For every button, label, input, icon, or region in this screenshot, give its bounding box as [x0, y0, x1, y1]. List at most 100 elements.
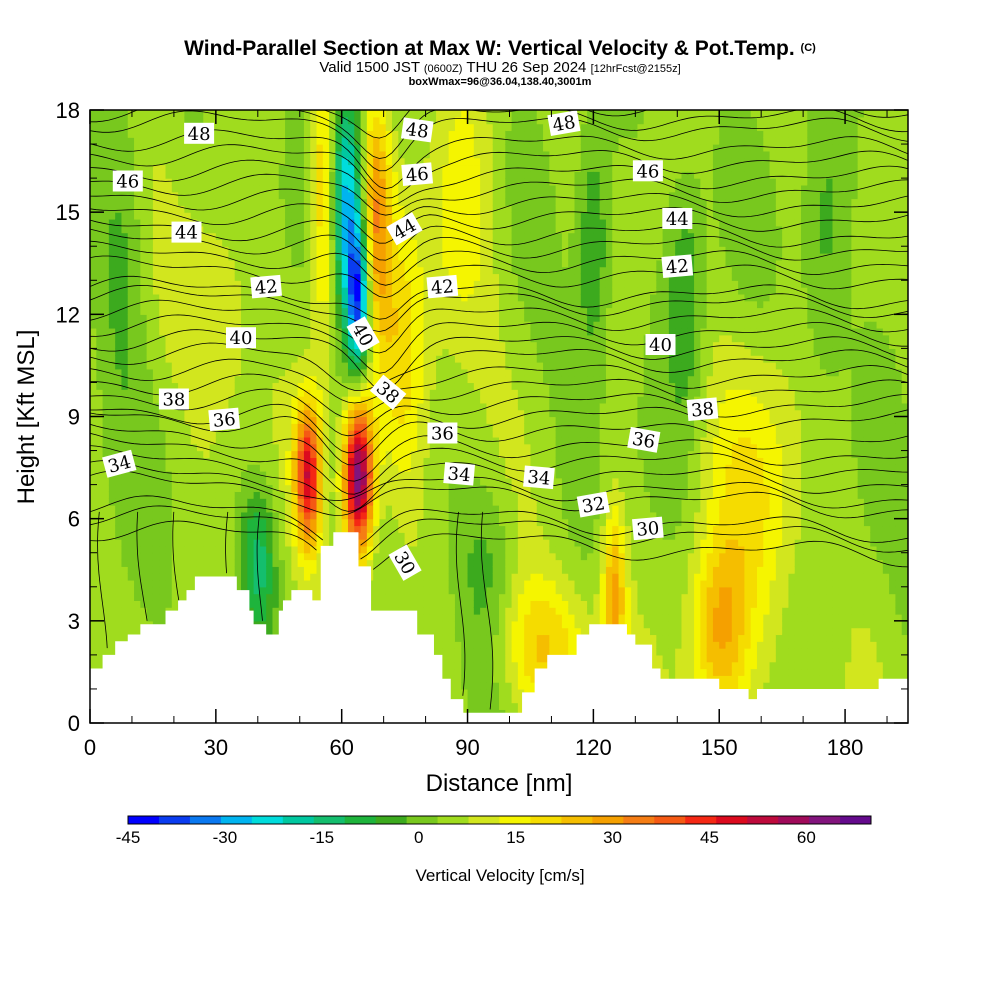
velocity-cell	[178, 450, 185, 458]
velocity-cell	[285, 171, 292, 179]
velocity-cell	[234, 443, 242, 452]
velocity-cell	[379, 409, 387, 418]
velocity-cell	[259, 525, 267, 533]
velocity-cell	[417, 280, 425, 288]
velocity-cell	[272, 443, 280, 452]
velocity-cell	[259, 402, 267, 411]
velocity-cell	[366, 457, 374, 465]
velocity-cell	[159, 259, 167, 268]
velocity-cell	[360, 150, 368, 159]
velocity-cell	[121, 409, 129, 418]
velocity-cell	[215, 539, 223, 547]
velocity-cell	[285, 573, 292, 581]
velocity-cell	[259, 470, 267, 479]
velocity-cell	[404, 443, 412, 452]
velocity-cell	[134, 491, 141, 499]
velocity-cell	[341, 314, 349, 322]
velocity-cell	[96, 123, 104, 132]
velocity-cell	[266, 416, 274, 424]
velocity-cell	[159, 150, 167, 159]
velocity-cell	[165, 457, 173, 465]
velocity-cell	[379, 307, 387, 315]
velocity-cell	[90, 518, 97, 527]
velocity-cell	[184, 253, 192, 261]
velocity-cell	[222, 116, 230, 125]
velocity-cell	[392, 334, 399, 343]
velocity-cell	[272, 586, 280, 595]
velocity-cell	[398, 450, 406, 458]
velocity-cell	[417, 144, 425, 152]
velocity-cell	[152, 545, 160, 554]
velocity-cell	[272, 266, 280, 275]
velocity-cell	[184, 532, 192, 540]
velocity-cell	[329, 477, 336, 486]
velocity-cell	[178, 314, 185, 322]
velocity-cell	[196, 307, 204, 315]
velocity-cell	[354, 362, 362, 370]
velocity-cell	[291, 491, 299, 499]
velocity-cell	[127, 198, 135, 206]
velocity-cell	[140, 382, 148, 390]
velocity-cell	[247, 518, 255, 527]
velocity-cell	[354, 375, 362, 384]
velocity-cell	[190, 321, 198, 329]
velocity-cell	[429, 307, 437, 315]
velocity-cell	[165, 348, 173, 356]
velocity-cell	[291, 545, 299, 554]
velocity-cell	[373, 498, 381, 506]
velocity-cell	[96, 327, 104, 336]
velocity-cell	[404, 184, 412, 193]
velocity-cell	[316, 137, 324, 145]
velocity-cell	[272, 144, 280, 152]
velocity-cell	[96, 402, 104, 411]
velocity-cell	[417, 498, 425, 506]
velocity-cell	[329, 184, 336, 193]
velocity-cell	[366, 484, 374, 493]
velocity-cell	[171, 443, 179, 452]
velocity-cell	[165, 157, 173, 166]
velocity-cell	[335, 457, 343, 465]
velocity-cell	[379, 218, 387, 227]
velocity-cell	[222, 273, 230, 281]
velocity-cell	[146, 300, 154, 309]
velocity-cell	[373, 491, 381, 499]
velocity-cell	[115, 382, 123, 390]
velocity-cell	[209, 505, 217, 513]
velocity-cell	[429, 627, 437, 636]
velocity-cell	[354, 525, 362, 533]
velocity-cell	[234, 559, 242, 567]
velocity-cell	[159, 355, 167, 363]
velocity-cell	[140, 327, 148, 336]
velocity-cell	[96, 409, 104, 418]
velocity-cell	[316, 586, 324, 595]
velocity-cell	[385, 178, 393, 186]
velocity-cell	[96, 389, 104, 397]
velocity-cell	[417, 559, 425, 567]
velocity-cell	[272, 382, 280, 390]
velocity-cell	[436, 464, 443, 472]
velocity-cell	[134, 586, 141, 595]
velocity-cell	[190, 280, 198, 288]
velocity-cell	[272, 559, 280, 567]
velocity-cell	[347, 477, 355, 486]
velocity-cell	[134, 579, 141, 588]
velocity-cell	[347, 123, 355, 132]
velocity-cell	[360, 280, 368, 288]
velocity-cell	[347, 144, 355, 152]
velocity-cell	[178, 491, 185, 499]
velocity-cell	[140, 573, 148, 581]
velocity-cell	[196, 457, 204, 465]
velocity-cell	[196, 280, 204, 288]
velocity-cell	[404, 205, 412, 213]
velocity-cell	[241, 443, 248, 452]
velocity-cell	[272, 341, 280, 349]
velocity-cell	[266, 579, 274, 588]
velocity-cell	[285, 110, 292, 118]
velocity-cell	[379, 184, 387, 193]
velocity-cell	[310, 273, 318, 281]
velocity-cell	[159, 164, 167, 172]
velocity-cell	[209, 253, 217, 261]
velocity-cell	[347, 505, 355, 513]
velocity-cell	[316, 368, 324, 377]
velocity-cell	[291, 498, 299, 506]
